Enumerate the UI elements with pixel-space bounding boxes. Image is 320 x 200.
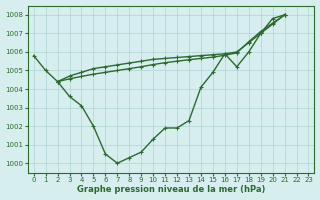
X-axis label: Graphe pression niveau de la mer (hPa): Graphe pression niveau de la mer (hPa) [77,185,265,194]
